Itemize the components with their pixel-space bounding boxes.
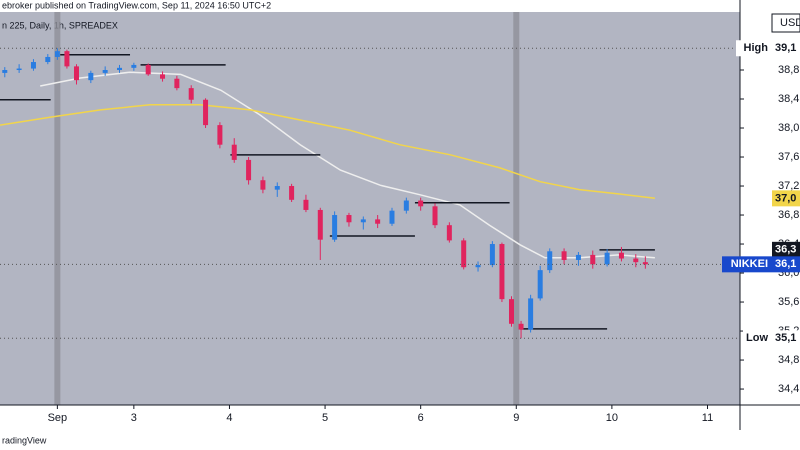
- price-tag: [772, 40, 800, 57]
- candle-body: [102, 70, 108, 73]
- y-tick-label: 38,0: [778, 122, 799, 134]
- candle-body: [88, 72, 94, 81]
- candle-body: [117, 67, 123, 71]
- candle-body: [203, 99, 209, 126]
- candle-body: [303, 199, 309, 210]
- y-tick-label: 37,6: [778, 151, 799, 163]
- candle-body: [499, 244, 505, 300]
- x-tick-label: 9: [513, 412, 519, 424]
- candle-body: [418, 200, 424, 207]
- candle-body: [642, 262, 648, 265]
- x-tick-label: 11: [702, 412, 713, 424]
- candle-body: [446, 225, 452, 241]
- candle-body: [346, 215, 352, 223]
- moving-average: [40, 71, 655, 259]
- x-tick-label: 5: [322, 412, 328, 424]
- price-tag: [772, 190, 800, 207]
- candle-body: [260, 180, 266, 190]
- price-tag-label: 35,1: [775, 332, 796, 344]
- currency: USD: [780, 17, 800, 29]
- candle-body: [475, 265, 481, 268]
- candle-body: [633, 258, 639, 263]
- price-tag-name-box: [743, 330, 772, 347]
- price-tag-name: Low: [746, 332, 768, 344]
- candle-body: [528, 298, 534, 330]
- candle-body: [590, 254, 596, 265]
- candle-body: [332, 215, 338, 240]
- y-tick-label: 34,4: [778, 383, 799, 395]
- marks-layer: [0, 48, 655, 339]
- candle-body: [389, 210, 395, 224]
- candle-body: [403, 200, 409, 211]
- candle-body: [73, 66, 79, 81]
- price-tag: [772, 330, 800, 347]
- y-tick-label: 37,2: [778, 180, 799, 192]
- price-tag-name: High: [744, 42, 769, 54]
- candle-body: [432, 206, 438, 226]
- x-tick-label: 10: [606, 412, 618, 424]
- candle-body: [561, 251, 567, 260]
- x-tick-label: 6: [418, 412, 424, 424]
- candle-body: [145, 64, 151, 75]
- price-tag: [772, 241, 800, 258]
- candle-body: [489, 244, 495, 266]
- candle-body: [45, 56, 51, 63]
- moving-average: [0, 104, 655, 200]
- tags-layer: 39,1 High 37,0 36,3 36,1 NIKKEI 35,1 Low: [0, 40, 800, 347]
- candle-body: [16, 68, 22, 71]
- y-tick-label: 35,6: [778, 296, 799, 308]
- candle-body: [30, 62, 36, 69]
- candle-body: [508, 299, 514, 324]
- candle-body: [188, 88, 194, 100]
- candle-body: [618, 252, 624, 259]
- candle-body: [575, 254, 581, 260]
- y-tick-label: 34,8: [778, 354, 799, 366]
- price-tag-label: 39,1: [775, 42, 796, 54]
- candle-body: [289, 186, 295, 200]
- candle-body: [231, 144, 237, 160]
- candle-body: [160, 74, 166, 79]
- candle-body: [2, 70, 8, 73]
- x-tick-label: 4: [226, 412, 232, 424]
- price-tag-name-box: [736, 40, 772, 57]
- session-separator: [513, 12, 520, 405]
- candle-body: [131, 64, 137, 68]
- candle-body: [461, 240, 467, 268]
- candle-body: [518, 323, 524, 330]
- footer: radingView: [2, 435, 47, 445]
- y-tick-label: 36,8: [778, 209, 799, 221]
- price-tag-label: 37,0: [775, 192, 796, 204]
- price-tag-label: 36,1: [775, 258, 796, 270]
- candle-body: [246, 159, 252, 181]
- price-tag: [772, 256, 800, 273]
- candle-body: [360, 219, 366, 223]
- plot-area: [0, 12, 740, 405]
- y-tick-label: 38,4: [778, 93, 799, 105]
- price-tag-name-box: [722, 256, 772, 273]
- candle-body: [274, 186, 280, 190]
- candle-body: [64, 51, 70, 67]
- candle-body: [547, 251, 553, 271]
- candle-body: [174, 78, 180, 89]
- y-tick-label: 38,8: [778, 64, 799, 76]
- header: ebroker published on TradingView.com, Se…: [2, 0, 271, 10]
- currency-box: [771, 13, 800, 33]
- candle-body: [375, 219, 381, 224]
- candle-body: [604, 252, 610, 265]
- price-tag-name: NIKKEI: [731, 258, 768, 270]
- session-separator: [54, 12, 61, 405]
- x-tick-label: 3: [131, 412, 137, 424]
- candle-body: [317, 209, 323, 240]
- x-tick-label: Sep: [48, 412, 68, 424]
- candle-body: [217, 125, 223, 145]
- price-tag-label: 36,3: [775, 244, 796, 256]
- candle-body: [537, 270, 543, 299]
- candle-body: [54, 51, 60, 57]
